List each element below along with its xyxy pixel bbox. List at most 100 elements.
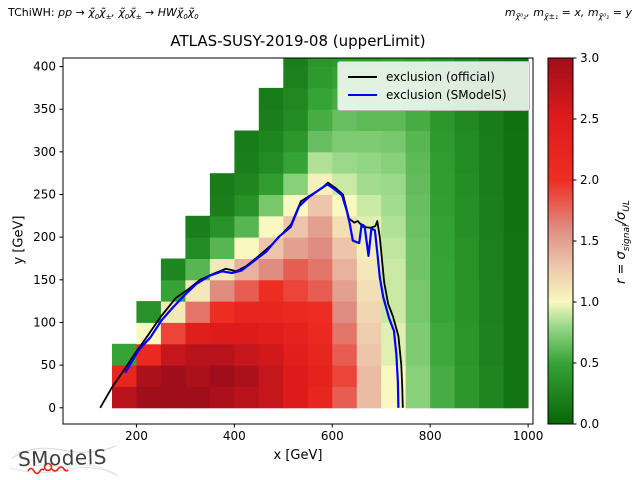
heatmap-cell (430, 301, 456, 323)
heatmap-cell (430, 365, 456, 387)
y-tick-label: 50 (41, 358, 56, 372)
y-tick-label: 350 (33, 102, 56, 116)
heatmap-cell (307, 322, 333, 345)
heatmap-cell (381, 151, 407, 174)
heatmap-cell (405, 151, 431, 174)
heatmap-cell (234, 322, 260, 345)
heatmap-cell (283, 66, 309, 89)
heatmap-cell (234, 130, 260, 153)
x-tick-label: 600 (321, 429, 344, 443)
y-tick-label: 100 (33, 315, 56, 329)
heatmap-cell (283, 173, 309, 195)
heatmap-cell (430, 322, 456, 345)
heatmap-cell (258, 386, 284, 409)
y-tick-label: 400 (33, 60, 56, 74)
heatmap-cell (503, 279, 529, 302)
heatmap-cell (454, 279, 480, 302)
heatmap-cell (405, 322, 431, 345)
heatmap-cell (381, 173, 407, 195)
heatmap-cell (479, 173, 505, 195)
heatmap-cell (209, 194, 235, 217)
heatmap-cell (332, 215, 358, 238)
heatmap-cell (307, 343, 333, 366)
colorbar-tick-label: 3.0 (580, 51, 599, 65)
heatmap-cell (430, 173, 456, 195)
heatmap-cell (479, 365, 505, 387)
heatmap-cell (503, 386, 529, 409)
heatmap-cell (332, 386, 358, 409)
heatmap-cell (479, 322, 505, 345)
heatmap-cell (332, 237, 358, 259)
y-tick-label: 150 (33, 273, 56, 287)
heatmap-cell (356, 173, 382, 195)
heatmap-cell (405, 365, 431, 387)
heatmap-cell (185, 301, 211, 323)
heatmap-cell (503, 173, 529, 195)
heatmap-cell (160, 365, 186, 387)
heatmap-cell (356, 279, 382, 302)
heatmap-cell (479, 194, 505, 217)
heatmap-cell (234, 237, 260, 259)
heatmap-cell (405, 173, 431, 195)
colorbar-tick-label: 1.0 (580, 295, 599, 309)
heatmap-cell (405, 215, 431, 238)
heatmap-cell (283, 258, 309, 281)
page-title: ATLAS-SUSY-2019-08 (upperLimit) (170, 32, 426, 50)
heatmap-cell (356, 130, 382, 153)
heatmap-cell (479, 215, 505, 238)
logo-text: SModelS (17, 444, 108, 472)
heatmap-cell (234, 365, 260, 387)
heatmap-cell (381, 386, 407, 409)
heatmap-cell (307, 151, 333, 174)
heatmap-cell (430, 279, 456, 302)
x-tick-label: 1000 (513, 429, 544, 443)
heatmap-cell (381, 194, 407, 217)
heatmap-cell (234, 173, 260, 195)
heatmap-cell (258, 322, 284, 345)
heatmap-cell (405, 194, 431, 217)
heatmap-cell (479, 258, 505, 281)
heatmap-cell (307, 215, 333, 238)
heatmap-cell (405, 109, 431, 131)
heatmap-cell (479, 130, 505, 153)
heatmap-cell (209, 365, 235, 387)
heatmap-cell (405, 258, 431, 281)
heatmap-cell (234, 301, 260, 323)
heatmap (99, 58, 529, 409)
heatmap-cell (160, 322, 186, 345)
heatmap-cell (332, 365, 358, 387)
heatmap-cell (332, 279, 358, 302)
heatmap-cell (283, 151, 309, 174)
heatmap-cell (307, 66, 333, 89)
heatmap-cell (136, 343, 162, 366)
colorbar-tick-label: 0.0 (580, 417, 599, 431)
heatmap-cell (283, 343, 309, 366)
heatmap-cell (503, 322, 529, 345)
process-math: pp → χ̃ 0 χ̃ ±, χ̃ 0 χ̃ ± → HWχ̃ 0 χ̃ 0 (58, 6, 199, 22)
heatmap-cell (503, 215, 529, 238)
heatmap-cell (136, 365, 162, 387)
legend-label: exclusion (SModelS) (386, 88, 507, 102)
heatmap-cell (381, 237, 407, 259)
heatmap-cell (283, 58, 309, 67)
heatmap-cell (430, 194, 456, 217)
x-tick-label: 800 (419, 429, 442, 443)
heatmap-cell (332, 301, 358, 323)
heatmap-cell (234, 215, 260, 238)
heatmap-cell (185, 343, 211, 366)
heatmap-cell (430, 386, 456, 409)
heatmap-cell (430, 215, 456, 238)
heatmap-cell (112, 365, 137, 387)
heatmap-cell (356, 151, 382, 174)
heatmap-cell (332, 151, 358, 174)
heatmap-cell (381, 258, 407, 281)
heatmap-cell (430, 130, 456, 153)
heatmap-cell (454, 237, 480, 259)
x-tick-label: 200 (125, 429, 148, 443)
heatmap-cell (405, 279, 431, 302)
heatmap-cell (234, 151, 260, 174)
heatmap-cell (283, 386, 309, 409)
heatmap-cell (258, 173, 284, 195)
heatmap-cell (405, 386, 431, 409)
heatmap-cell (454, 194, 480, 217)
